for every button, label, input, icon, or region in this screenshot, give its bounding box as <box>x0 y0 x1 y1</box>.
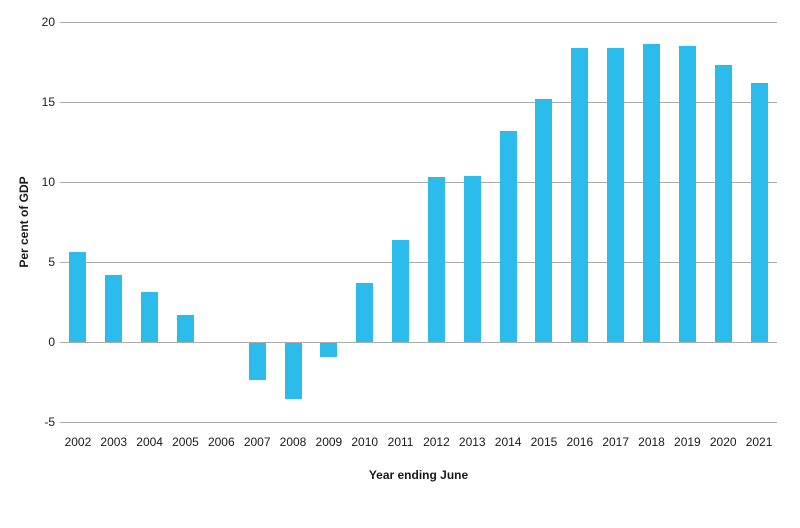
gridline-10 <box>60 182 777 183</box>
bar-2018 <box>643 44 661 342</box>
x-tick-label-2014: 2014 <box>494 435 522 449</box>
bar-2002 <box>69 252 87 342</box>
x-tick-label-2003: 2003 <box>100 435 128 449</box>
x-tick-label-2020: 2020 <box>709 435 737 449</box>
bar-2012 <box>427 177 445 342</box>
y-tick-label-5: 5 <box>48 255 55 269</box>
x-tick-label-2011: 2011 <box>387 435 414 449</box>
y-axis-title: Per cent of GDP <box>17 176 31 268</box>
gridline-15 <box>60 102 777 103</box>
gridline-5 <box>60 262 777 263</box>
x-tick-label-2017: 2017 <box>602 435 630 449</box>
bar-2003 <box>105 274 123 342</box>
x-tick-label-2008: 2008 <box>279 435 307 449</box>
x-tick-label-2002: 2002 <box>64 435 92 449</box>
x-tick-label-2012: 2012 <box>423 435 450 449</box>
bar-2021 <box>750 82 768 342</box>
bar-2008 <box>284 343 302 399</box>
x-tick-label-2005: 2005 <box>172 435 199 449</box>
gridline--5 <box>60 422 777 423</box>
x-tick-label-2016: 2016 <box>566 435 594 449</box>
gridline-0 <box>60 342 777 343</box>
x-tick-label-2006: 2006 <box>207 435 235 449</box>
y-tick-label-20: 20 <box>41 15 55 29</box>
bar-2004 <box>141 292 159 342</box>
bar-2013 <box>463 175 481 342</box>
bar-2015 <box>535 98 553 342</box>
bar-2009 <box>320 343 338 358</box>
x-tick-label-2015: 2015 <box>530 435 558 449</box>
bar-2005 <box>176 314 194 342</box>
bar-2019 <box>678 46 696 342</box>
bar-2016 <box>571 47 589 342</box>
bar-2017 <box>607 47 625 342</box>
bar-2014 <box>499 130 517 342</box>
y-tick-label-0: 0 <box>48 335 55 349</box>
x-tick-label-2013: 2013 <box>458 435 486 449</box>
x-axis-title: Year ending June <box>368 468 469 482</box>
x-tick-label-2010: 2010 <box>351 435 379 449</box>
bar-2011 <box>392 239 410 342</box>
x-tick-label-2018: 2018 <box>638 435 665 449</box>
bar-2020 <box>714 65 732 342</box>
y-tick-label--5: -5 <box>44 415 55 429</box>
x-tick-label-2021: 2021 <box>745 435 773 449</box>
bar-2010 <box>356 282 374 342</box>
x-tick-label-2019: 2019 <box>674 435 701 449</box>
y-tick-label-15: 15 <box>41 95 55 109</box>
x-tick-label-2009: 2009 <box>315 435 343 449</box>
y-tick-label-10: 10 <box>41 175 55 189</box>
x-tick-label-2007: 2007 <box>243 435 271 449</box>
gridline-20 <box>60 22 777 23</box>
bar-2007 <box>248 343 266 380</box>
x-tick-label-2004: 2004 <box>136 435 163 449</box>
